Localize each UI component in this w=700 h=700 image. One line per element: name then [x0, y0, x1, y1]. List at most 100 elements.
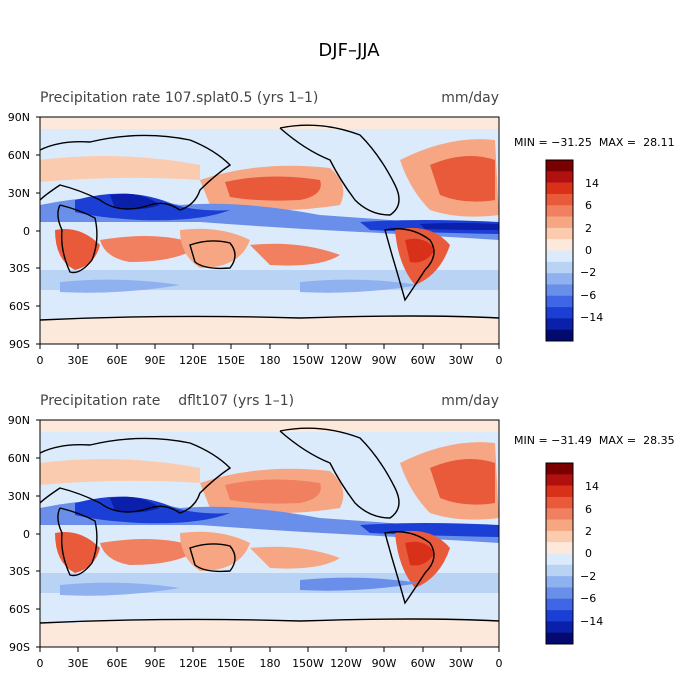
- lon-label: 60E: [107, 657, 128, 670]
- lat-label: 30N: [8, 490, 30, 503]
- lon-label: 150E: [217, 657, 245, 670]
- lat-label: 90N: [8, 111, 30, 124]
- colorbar-swatch: [546, 250, 573, 263]
- lon-label: 60W: [411, 354, 436, 367]
- colorbar-frame: [545, 462, 574, 645]
- panel-2-lat-labels: 90N 60N 30N 0 30S 60S 90S: [8, 414, 30, 654]
- lon-label: 90E: [145, 354, 166, 367]
- colorbar-label: −2: [580, 266, 596, 279]
- colorbar-swatch: [546, 284, 573, 297]
- lon-label: 0: [496, 354, 503, 367]
- lon-label: 30E: [68, 354, 89, 367]
- lon-label: 60E: [107, 354, 128, 367]
- colorbar-swatch: [546, 598, 573, 611]
- colorbar-swatch: [546, 261, 573, 274]
- colorbar-swatch: [546, 621, 573, 633]
- panel-2-colorbar-labels: 14 6 2 0 −2 −6 −14: [580, 480, 603, 628]
- colorbar-swatch: [546, 463, 573, 475]
- lon-label: 30W: [449, 354, 474, 367]
- colorbar-swatch: [546, 508, 573, 520]
- colorbar-label: −14: [580, 615, 603, 628]
- colorbar-swatch: [546, 542, 573, 554]
- lat-label: 0: [23, 528, 30, 541]
- colorbar-frame: [545, 159, 574, 342]
- lon-label: 0: [37, 354, 44, 367]
- colorbar-swatch: [546, 295, 573, 308]
- lon-label: 120W: [330, 657, 362, 670]
- lat-label: 30S: [9, 262, 30, 275]
- lon-label: 30E: [68, 657, 89, 670]
- lon-label: 0: [37, 657, 44, 670]
- lon-label: 120E: [179, 657, 207, 670]
- colorbar-swatch: [546, 182, 573, 195]
- lon-label: 90E: [145, 657, 166, 670]
- panel-2-lon-labels: 0 30E 60E 90E 120E 150E 180 150W 120W 90…: [37, 657, 503, 670]
- lat-label: 30N: [8, 187, 30, 200]
- colorbar-swatch: [546, 273, 573, 285]
- colorbar-swatch: [546, 519, 573, 532]
- panel-2-colorbar: [545, 462, 574, 645]
- panel-1-title: Precipitation rate 107.splat0.5 (yrs 1–1…: [40, 90, 318, 106]
- colorbar-label: −2: [580, 570, 596, 583]
- colorbar-label: 2: [585, 525, 592, 538]
- panel-1: Precipitation rate 107.splat0.5 (yrs 1–1…: [8, 90, 675, 367]
- colorbar-label: 14: [585, 480, 599, 493]
- colorbar-swatch: [546, 496, 573, 509]
- lat-label: 60S: [9, 603, 30, 616]
- lat-label: 60S: [9, 300, 30, 313]
- panel-1-coastlines: [40, 124, 499, 321]
- colorbar-swatch: [546, 474, 573, 486]
- colorbar-swatch: [546, 564, 573, 577]
- colorbar-label: 0: [585, 244, 592, 257]
- panel-2-units: mm/day: [441, 393, 499, 409]
- panel-1-colorbar: [545, 159, 574, 342]
- colorbar-label: 0: [585, 547, 592, 560]
- colorbar-swatch: [546, 610, 573, 622]
- colorbar-swatch: [546, 205, 573, 217]
- panel-2-map: [40, 420, 499, 647]
- lon-label: 60W: [411, 657, 436, 670]
- colorbar-swatch: [546, 632, 573, 645]
- lat-label: 90S: [9, 338, 30, 351]
- panel-1-map: [40, 117, 499, 344]
- colorbar-swatch: [546, 530, 573, 543]
- lon-label: 150W: [292, 657, 324, 670]
- lon-label: 90W: [372, 354, 397, 367]
- panel-1-lon-labels: 0 30E 60E 90E 120E 150E 180 150W 120W 90…: [37, 354, 503, 367]
- colorbar-swatch: [546, 227, 573, 240]
- colorbar-label: −6: [580, 289, 596, 302]
- colorbar-swatch: [546, 553, 573, 566]
- lon-label: 180: [260, 657, 281, 670]
- colorbar-label: 14: [585, 177, 599, 190]
- colorbar-swatch: [546, 160, 573, 172]
- colorbar-swatch: [546, 171, 573, 183]
- colorbar-label: 2: [585, 222, 592, 235]
- colorbar-label: −6: [580, 592, 596, 605]
- colorbar-swatch: [546, 329, 573, 342]
- lat-label: 60N: [8, 149, 30, 162]
- figure-title: DJF–JJA: [318, 40, 380, 61]
- panel-2-title: Precipitation rate dflt107 (yrs 1–1): [40, 393, 294, 409]
- colorbar-swatch: [546, 239, 573, 251]
- lat-label: 90N: [8, 414, 30, 427]
- lon-label: 120W: [330, 354, 362, 367]
- colorbar-swatch: [546, 193, 573, 206]
- colorbar-label: 6: [585, 503, 592, 516]
- panel-1-stats: MIN = −31.25 MAX = 28.11: [514, 136, 675, 149]
- panel-1-lat-labels: 90N 60N 30N 0 30S 60S 90S: [8, 111, 30, 351]
- colorbar-swatch: [546, 587, 573, 600]
- panel-2-stats: MIN = −31.49 MAX = 28.35: [514, 434, 675, 447]
- colorbar-swatch: [546, 318, 573, 330]
- lon-label: 120E: [179, 354, 207, 367]
- colorbar-swatch: [546, 485, 573, 498]
- lon-label: 150W: [292, 354, 324, 367]
- panel-2-ticks: [36, 419, 500, 652]
- panel-1-units: mm/day: [441, 90, 499, 106]
- panel-2: Precipitation rate dflt107 (yrs 1–1) mm/…: [8, 393, 675, 670]
- panel-1-colorbar-labels: 14 6 2 0 −2 −6 −14: [580, 177, 603, 324]
- colorbar-swatch: [546, 216, 573, 229]
- colorbar-swatch: [546, 576, 573, 588]
- lat-label: 0: [23, 225, 30, 238]
- colorbar-label: 6: [585, 199, 592, 212]
